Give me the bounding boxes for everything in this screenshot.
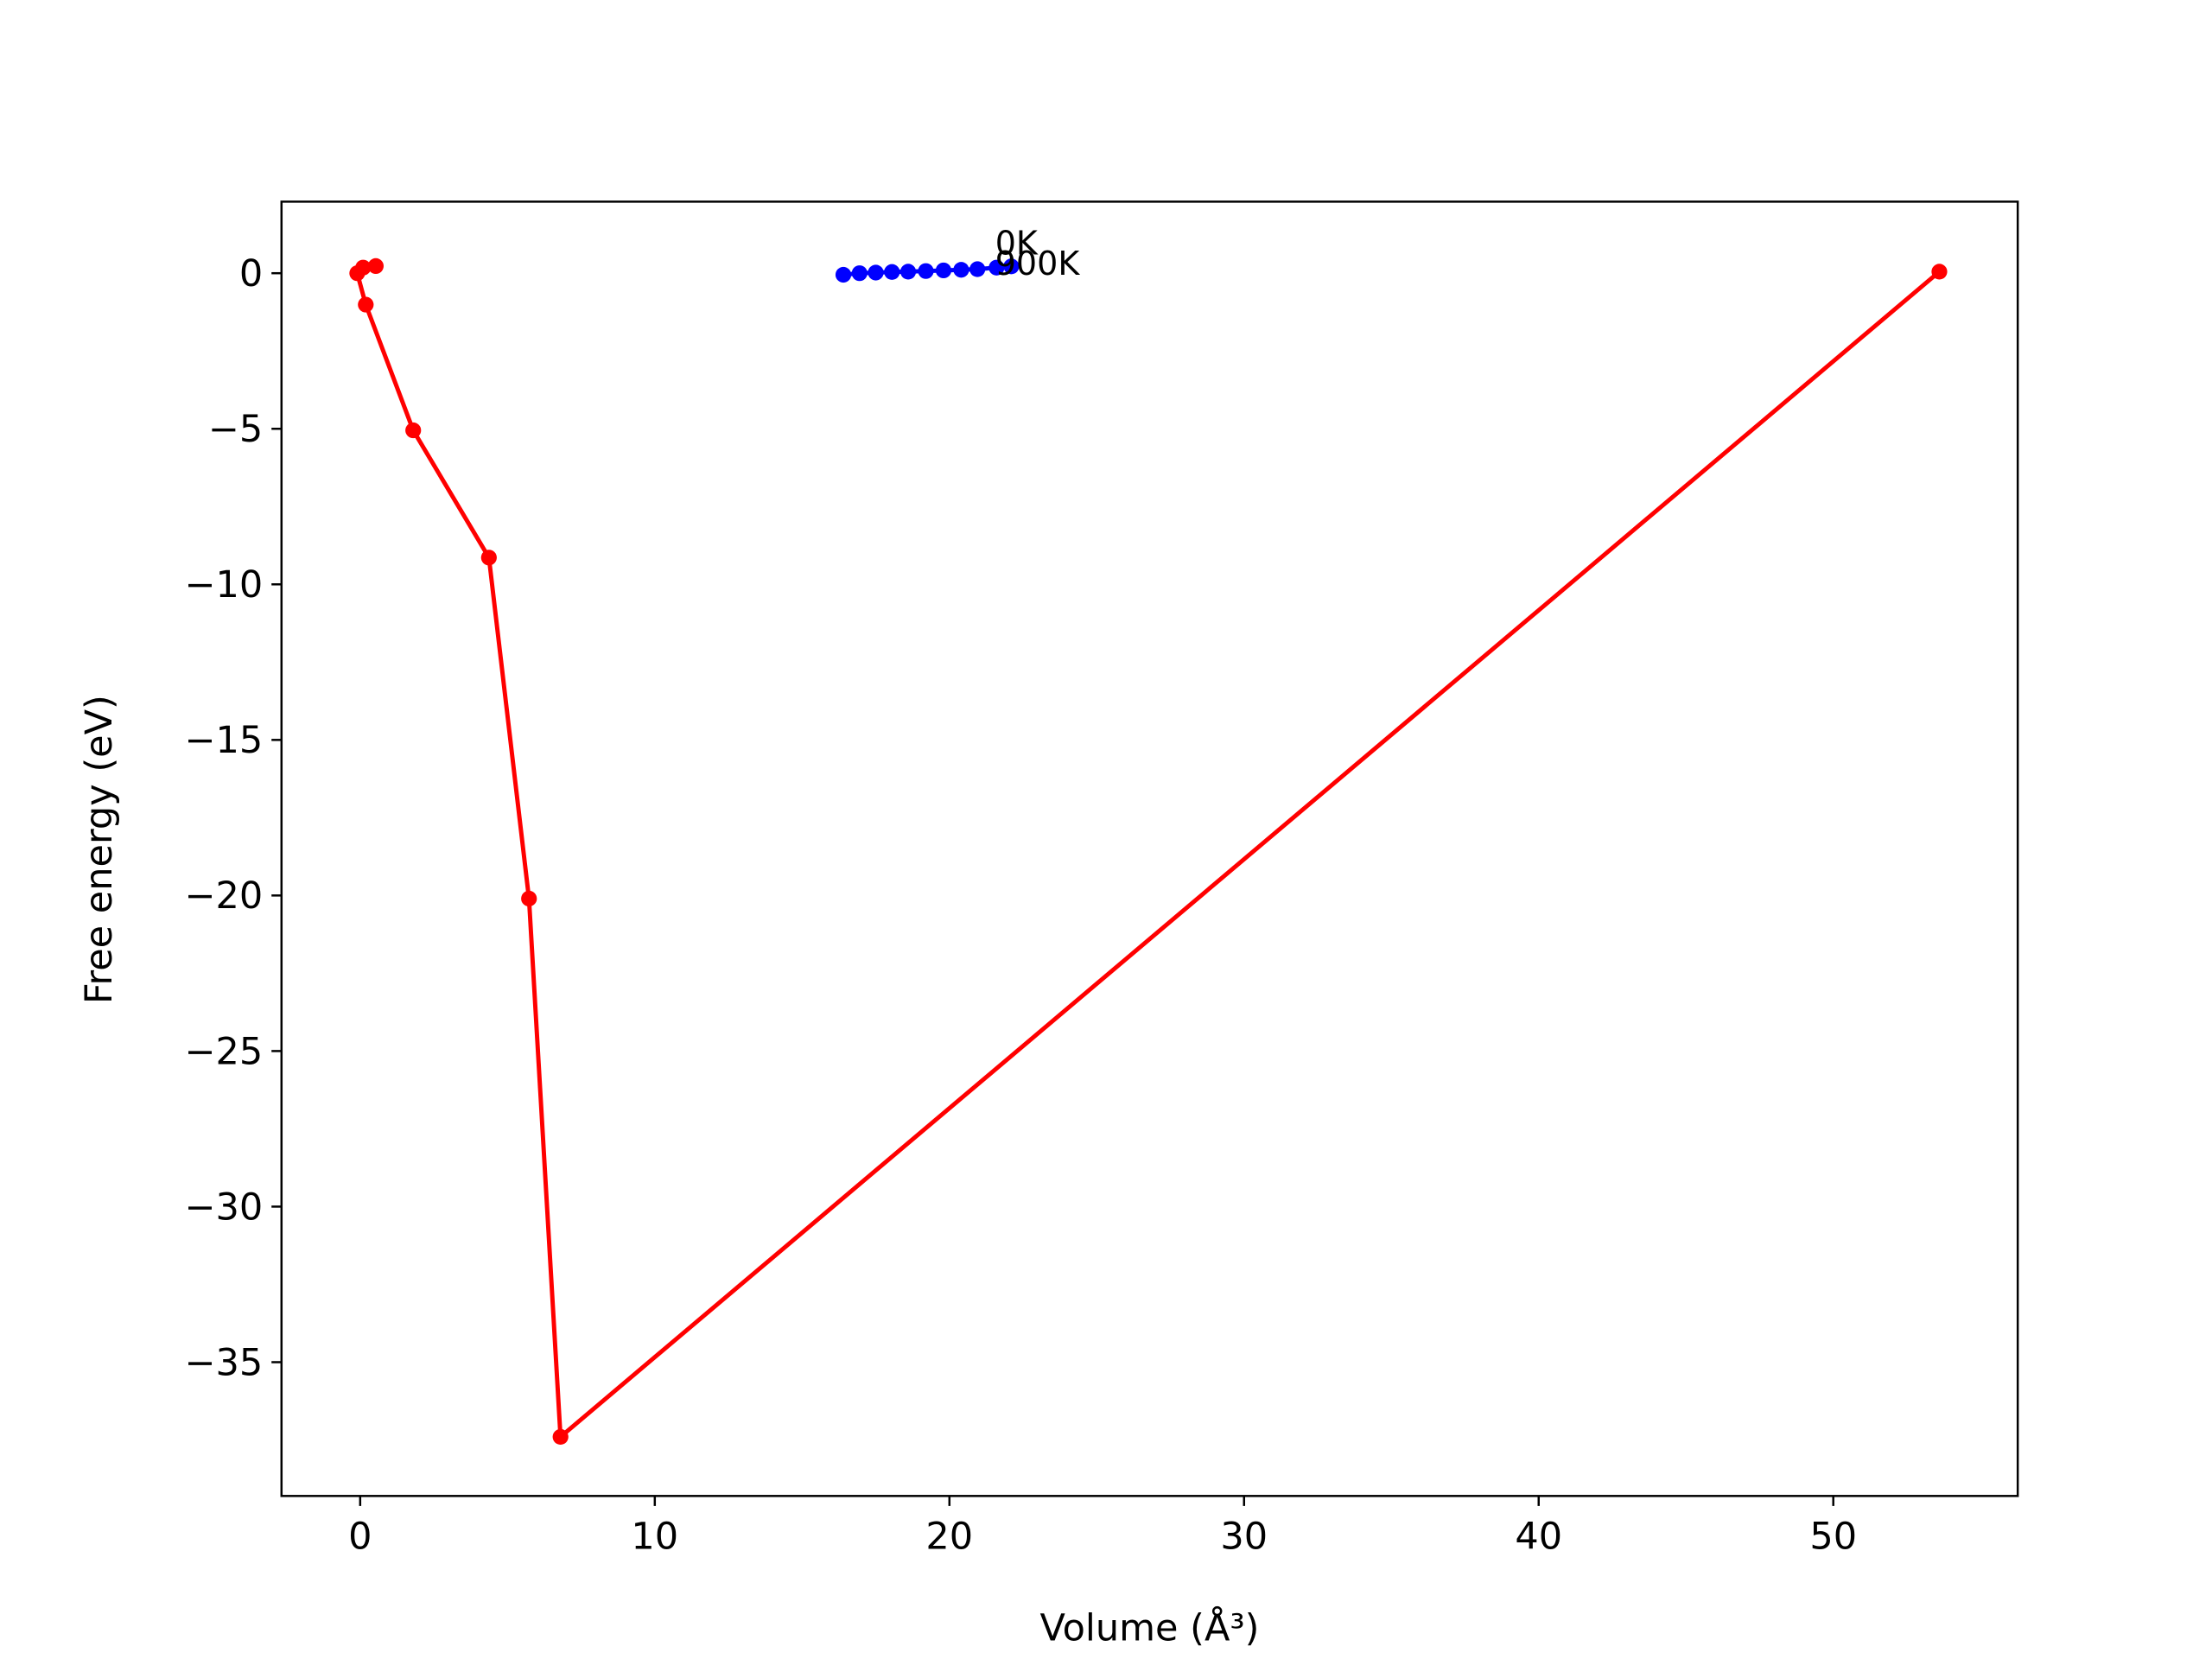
x-tick-label: 40 <box>1515 1516 1562 1559</box>
point <box>969 261 986 277</box>
point <box>953 262 969 278</box>
point <box>899 264 917 280</box>
point <box>521 890 537 907</box>
x-tick-label: 50 <box>1809 1516 1857 1559</box>
point <box>988 259 1005 276</box>
point <box>1003 258 1020 275</box>
annotation: 0K <box>995 225 1039 263</box>
x-tick-label: 10 <box>631 1516 678 1559</box>
x-tick-label: 30 <box>1220 1516 1268 1559</box>
y-tick-label: −35 <box>184 1341 263 1384</box>
plot-frame <box>280 200 2019 1497</box>
x-axis-label: Volume (Å³) <box>1040 1605 1260 1649</box>
point <box>405 422 422 439</box>
point <box>868 264 884 281</box>
point <box>918 263 934 279</box>
point <box>851 265 868 282</box>
y-tick-label: −30 <box>184 1185 263 1229</box>
y-axis-label: Free energy (eV) <box>78 695 121 1004</box>
annotation: 900K <box>995 245 1081 283</box>
point <box>349 265 365 282</box>
point <box>552 1428 569 1445</box>
point <box>884 264 900 280</box>
y-tick-label: −10 <box>184 563 263 607</box>
x-tick-label: 0 <box>348 1516 372 1559</box>
point <box>358 296 374 313</box>
y-tick-label: 0 <box>239 252 263 296</box>
y-tick-label: −25 <box>184 1030 263 1073</box>
point <box>835 266 852 283</box>
point <box>1931 264 1948 280</box>
y-tick-label: −15 <box>184 719 263 762</box>
point <box>935 262 952 279</box>
y-tick-label: −20 <box>184 874 263 918</box>
y-tick-label: −5 <box>208 408 263 451</box>
x-tick-label: 20 <box>925 1516 973 1559</box>
point <box>480 550 497 566</box>
point <box>367 257 385 275</box>
